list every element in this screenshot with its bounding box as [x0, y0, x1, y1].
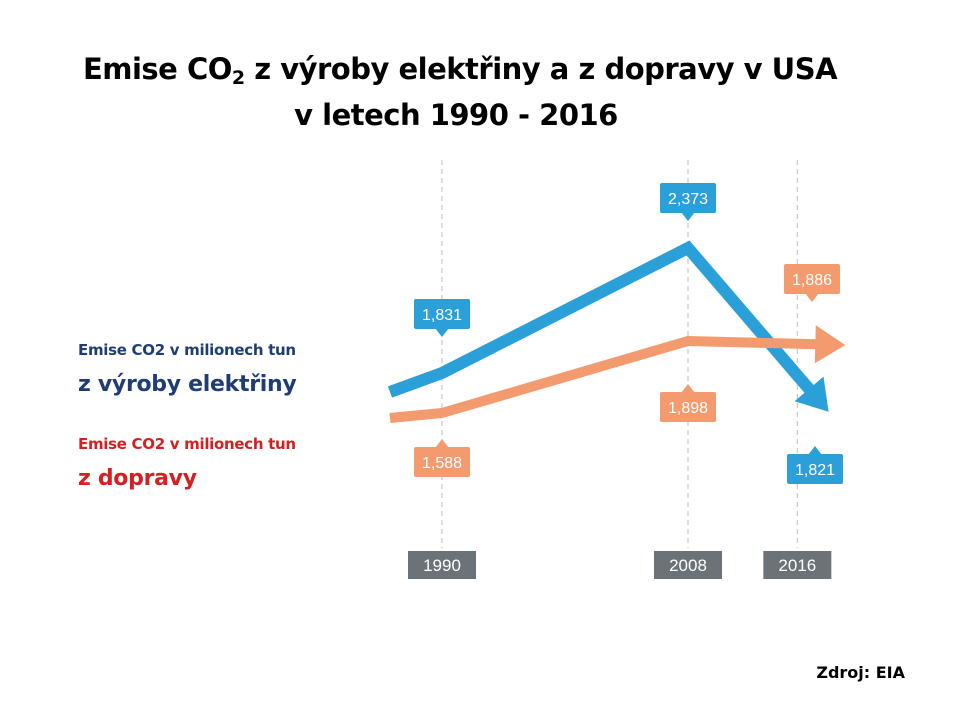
series-arrow-1: [814, 325, 846, 364]
legend-transport-line1: Emise CO2 v milionech tun: [78, 435, 296, 453]
data-label-transport-2008: 1,898: [668, 400, 708, 417]
chart-title-line1: Emise CO2 z výroby elektřiny a z dopravy…: [82, 52, 838, 89]
data-label-electricity-2008-box: [660, 183, 716, 213]
data-label-electricity-2008-pointer: [681, 212, 695, 221]
x-tick-label-2008: 2008: [669, 556, 707, 575]
data-label-electricity-2008: 2,373: [668, 191, 708, 208]
data-label-transport-1990-box: [414, 447, 470, 477]
x-tick-box-2008: [654, 551, 722, 579]
data-label-electricity-1990-box: [414, 299, 470, 329]
data-label-transport-2016-box: [784, 264, 840, 294]
data-label-transport-2008-pointer: [681, 384, 695, 393]
data-label-transport-2016-pointer: [805, 293, 819, 302]
data-label-electricity-1990: 1,831: [422, 307, 462, 324]
data-label-electricity-2016-pointer: [808, 446, 822, 455]
series-line-0: [387, 240, 819, 399]
data-label-transport-2016: 1,886: [792, 272, 832, 289]
x-tick-box-1990: [408, 551, 476, 579]
data-label-transport-1990: 1,588: [422, 455, 462, 472]
data-label-electricity-1990-pointer: [435, 328, 449, 337]
chart-title-line2: v letech 1990 - 2016: [294, 98, 618, 132]
data-label-transport-2008-box: [660, 392, 716, 422]
series-line-1: [389, 335, 824, 423]
legend-electricity-line2: z výroby elektřiny: [78, 372, 297, 397]
legend-electricity-line1: Emise CO2 v milionech tun: [78, 341, 296, 359]
x-tick-box-2016: [763, 551, 832, 579]
series-arrow-0: [794, 376, 829, 412]
data-label-electricity-2016: 1,821: [795, 462, 835, 479]
x-tick-label-2016: 2016: [778, 556, 816, 575]
data-label-transport-1990-pointer: [435, 439, 449, 448]
legend-transport-line2: z dopravy: [78, 466, 197, 491]
data-label-electricity-2016-box: [787, 454, 843, 484]
x-tick-label-1990: 1990: [423, 556, 461, 575]
source-note: Zdroj: EIA: [816, 663, 905, 682]
